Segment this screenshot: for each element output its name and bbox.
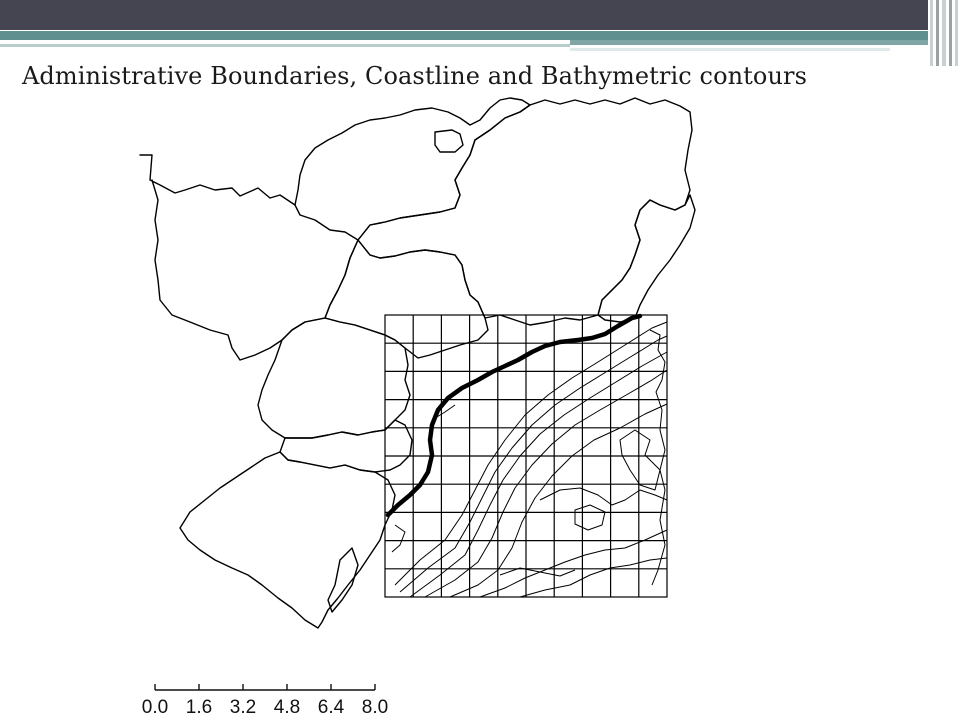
header-bar <box>0 0 960 30</box>
slide-title: Administrative Boundaries, Coastline and… <box>22 62 808 90</box>
scale-label-3: 4.8 <box>274 697 300 718</box>
scale-label-1: 1.6 <box>186 697 212 718</box>
header-accent-bar <box>0 31 930 40</box>
header-divider-light <box>570 48 890 51</box>
boundary-state-east <box>597 194 696 323</box>
scale-bar: 0.0 1.6 3.2 4.8 6.4 8.0 <box>142 684 388 718</box>
scale-label-5: 8.0 <box>362 697 388 718</box>
header-divider <box>0 44 570 47</box>
boundary-state-southernmost <box>179 451 396 629</box>
boundary-state-center <box>324 239 489 359</box>
scale-label-4: 6.4 <box>318 697 345 718</box>
boundary-state-north <box>294 97 531 241</box>
scale-label-2: 3.2 <box>230 697 256 718</box>
coastline <box>385 313 643 518</box>
header-corner-decoration <box>928 0 960 66</box>
boundary-state-northeast <box>357 97 693 326</box>
boundary-state-south-center <box>257 317 411 439</box>
bathymetric-contours <box>391 321 668 598</box>
lagoon <box>327 547 359 613</box>
header-accent-bar-secondary <box>570 40 930 45</box>
scale-label-0: 0.0 <box>142 697 168 718</box>
boundary-state-west <box>139 154 359 361</box>
boundary-enclave <box>434 129 464 153</box>
